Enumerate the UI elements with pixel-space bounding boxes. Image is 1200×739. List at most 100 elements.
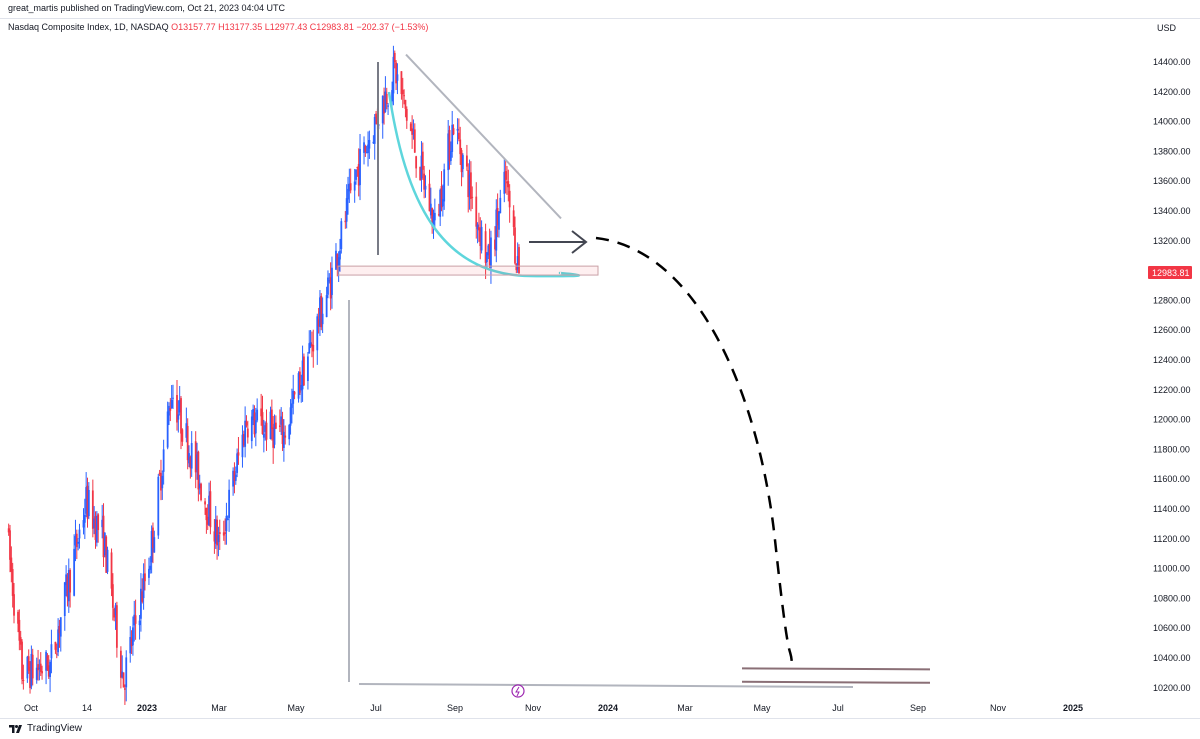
candle-body [381, 95, 384, 124]
candle-body [421, 151, 424, 170]
candle-body [11, 569, 14, 596]
candle-body [264, 425, 267, 432]
triangle-upper-trendline [405, 53, 562, 220]
high-value: H13177.35 [218, 22, 263, 32]
candle-body [141, 591, 144, 602]
candle-body [125, 657, 128, 688]
candle-body [9, 530, 11, 560]
candle-body [225, 515, 228, 532]
candle-body [391, 90, 393, 102]
candle-body [516, 256, 519, 270]
candle-body [320, 295, 323, 328]
price-tick-label: 10800.00 [1153, 593, 1191, 603]
candle-body [478, 227, 480, 231]
candle-body [73, 548, 76, 596]
candle-body [75, 533, 78, 548]
candle-body [246, 428, 249, 438]
price-tick-label: 13200.00 [1153, 236, 1191, 246]
target-zone-bottom [741, 680, 931, 684]
candle-body [144, 573, 146, 582]
candle-body [46, 655, 49, 670]
time-tick-label: Oct [24, 703, 39, 713]
time-tick-label: May [753, 703, 771, 713]
candle-body [157, 476, 160, 536]
price-tick-label: 11200.00 [1153, 534, 1190, 544]
candle-body [359, 148, 361, 186]
candle-body [172, 397, 174, 399]
candle-body [278, 425, 281, 427]
candle-body [273, 423, 276, 445]
candle-body [344, 220, 347, 223]
candle-body [214, 519, 217, 544]
candle-body [292, 390, 295, 404]
candle-body [479, 228, 482, 247]
candle-body [349, 183, 352, 191]
cup-curve [387, 91, 580, 278]
candle-body [67, 569, 70, 602]
candle-body [290, 403, 293, 408]
candle-body [299, 371, 301, 393]
candle-body [256, 409, 259, 421]
time-tick-label: 14 [82, 703, 92, 713]
candle-body [130, 638, 133, 646]
candle-body [78, 529, 81, 539]
candle-body [400, 71, 403, 95]
lightning-icon [515, 686, 520, 697]
candle-body [222, 532, 225, 536]
candle-body [54, 641, 57, 650]
candle-body [103, 532, 106, 556]
candle-body [114, 605, 117, 615]
candle-body [148, 568, 150, 578]
candle-body [452, 128, 455, 135]
candle-body [396, 74, 399, 81]
candle-body [467, 170, 470, 198]
candle-body [404, 99, 407, 109]
candle-body [38, 667, 41, 670]
tradingview-brand[interactable]: TradingView [8, 723, 82, 734]
time-tick-label: Mar [211, 703, 227, 713]
price-tick-label: 13600.00 [1153, 176, 1191, 186]
candle-body [161, 475, 164, 489]
candle-body [236, 453, 239, 473]
candle-body [113, 608, 116, 618]
price-tick-label: 12800.00 [1153, 295, 1191, 305]
candle-body [282, 431, 285, 448]
candle-body [232, 470, 235, 487]
time-tick-label: Nov [525, 703, 542, 713]
candle-body [65, 574, 68, 586]
price-tick-label: 13400.00 [1153, 206, 1191, 216]
candle-body [217, 534, 220, 543]
change-value: −202.37 (−1.53%) [356, 22, 429, 32]
candle-body [300, 384, 303, 391]
candle-body [234, 474, 237, 481]
candle-body [106, 549, 109, 572]
candle-body [18, 619, 21, 641]
candles-layer [7, 45, 520, 705]
currency-label: USD [1157, 23, 1177, 33]
price-tick-label: 12600.00 [1153, 325, 1191, 335]
candle-body [22, 680, 25, 682]
candle-body [297, 373, 300, 399]
candle-body [490, 237, 492, 268]
candle-body [265, 422, 268, 440]
candle-body [395, 62, 397, 84]
candle-body [451, 124, 454, 152]
candle-body [431, 208, 434, 227]
candle-body [329, 277, 332, 299]
candle-body [484, 231, 487, 263]
price-tick-label: 10400.00 [1153, 653, 1191, 663]
candle-body [58, 625, 61, 634]
candle-body [45, 651, 47, 671]
candle-body [237, 452, 240, 456]
candle-body [383, 99, 385, 114]
candle-body [152, 527, 154, 549]
candle-body [487, 245, 490, 256]
candle-body [10, 557, 13, 572]
candle-body [213, 531, 216, 542]
candle-body [347, 188, 349, 200]
candle-body [496, 208, 499, 226]
candle-body [153, 537, 156, 553]
candle-body [498, 211, 500, 230]
candle-body [7, 528, 10, 533]
